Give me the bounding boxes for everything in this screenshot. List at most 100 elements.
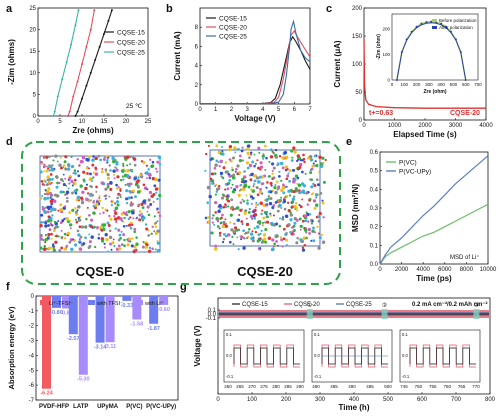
atom (238, 229, 241, 232)
atom (58, 181, 61, 185)
atom (40, 237, 44, 241)
legend-label: P(VC-UPy) (399, 169, 431, 176)
panel-label-d: d (6, 136, 13, 148)
atom (206, 216, 210, 219)
zoom-marker: ③ (474, 302, 479, 309)
atom (68, 176, 72, 180)
y-tick-label: -0.1 (206, 316, 217, 322)
atom (311, 192, 315, 195)
atom (258, 175, 262, 179)
atom (63, 232, 67, 236)
atom (86, 206, 89, 209)
atom (278, 198, 283, 203)
atom (70, 179, 74, 183)
y-axis-label: Absorption energy (eV) (7, 306, 16, 389)
atom (154, 248, 157, 251)
y-tick-label: 0.5 (370, 169, 379, 175)
atom (122, 164, 125, 167)
atom (117, 238, 121, 242)
atom (156, 197, 159, 201)
inset-x-tick-label: 0 (391, 82, 394, 87)
atom (148, 190, 152, 195)
y-tick-label: 0 (359, 118, 363, 124)
atom (282, 237, 286, 241)
atom (126, 164, 129, 167)
atom (43, 245, 46, 248)
atom (50, 168, 55, 172)
atom (321, 201, 325, 205)
atom (222, 166, 226, 170)
atom (62, 182, 66, 187)
atom (130, 244, 134, 248)
atom (245, 194, 248, 197)
atom (265, 213, 268, 216)
data-point (110, 9, 113, 12)
series-line-CQSE-25 (52, 10, 80, 117)
atom (256, 193, 260, 197)
label-cqse-0: CQSE-0 (76, 264, 124, 279)
atom (145, 243, 149, 247)
atom (211, 182, 214, 185)
atom (140, 212, 143, 215)
atom (132, 157, 137, 161)
atom (262, 216, 266, 220)
atom (272, 176, 276, 180)
atom (75, 220, 79, 224)
inset-x-tick-label: 770 (472, 384, 480, 389)
atom (154, 225, 158, 228)
series-label: CQSE-20 (450, 110, 480, 117)
atom (264, 168, 267, 171)
atom (278, 203, 282, 208)
atom (280, 188, 284, 193)
atom (255, 201, 258, 204)
atom (298, 204, 301, 207)
atom (212, 157, 215, 160)
atom (115, 187, 119, 190)
x-axis-label: Time (h) (339, 403, 370, 412)
atom (129, 216, 132, 219)
atom (236, 206, 240, 210)
data-point (74, 24, 77, 27)
atom (121, 175, 124, 178)
atom (229, 213, 233, 217)
atom (93, 245, 97, 249)
atom (60, 236, 64, 239)
atom (259, 237, 262, 240)
atom (285, 244, 289, 247)
atom (210, 172, 214, 176)
atom (51, 155, 54, 158)
atom (212, 214, 215, 217)
atom (222, 194, 226, 198)
y-tick-label: -6 (29, 383, 35, 389)
atom (119, 188, 122, 191)
legend-label: CQSE-20 (294, 302, 320, 308)
atom (280, 196, 283, 199)
atom (97, 233, 101, 236)
atom (122, 224, 126, 228)
atom (125, 224, 128, 227)
atom (297, 183, 302, 188)
atom (111, 156, 115, 161)
atom (322, 216, 325, 219)
atom (312, 239, 316, 243)
atom (287, 172, 290, 175)
atom (101, 168, 104, 170)
atom (41, 205, 44, 209)
data-point (68, 110, 71, 113)
atom (250, 188, 253, 191)
atom (312, 226, 315, 230)
atom (133, 163, 137, 167)
atom (247, 235, 250, 239)
atom (322, 161, 325, 165)
atom (109, 242, 112, 246)
atom (59, 221, 63, 225)
atom (287, 189, 291, 193)
atom (287, 223, 291, 227)
atom (154, 221, 157, 225)
atom (97, 236, 101, 240)
atom (137, 176, 140, 179)
atom (228, 144, 233, 149)
atom (63, 237, 67, 240)
inset-x-tick-label: 280 (272, 384, 280, 389)
atom (272, 151, 275, 155)
